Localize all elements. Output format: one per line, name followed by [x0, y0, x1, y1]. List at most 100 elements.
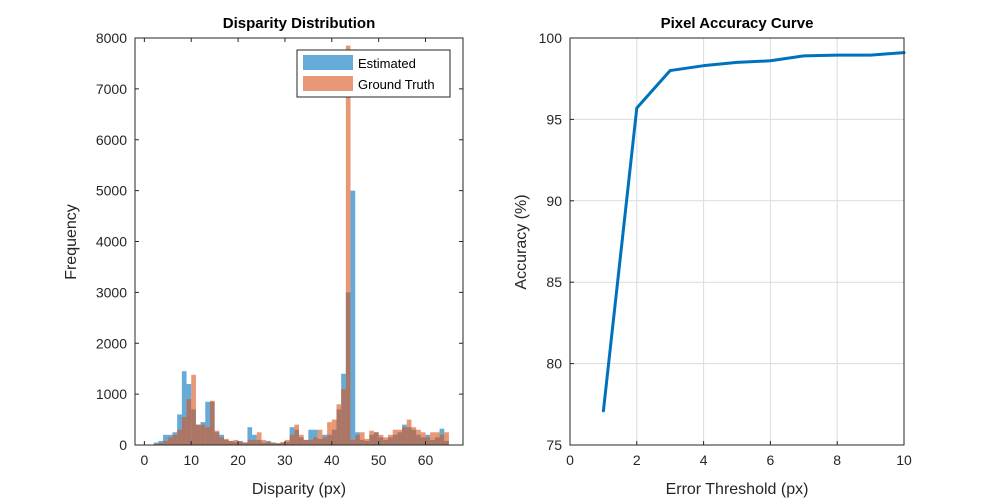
- hist-bar-estimated: [308, 429, 314, 445]
- hist-bar-ground-truth: [167, 437, 173, 445]
- acc-x-tick-label: 10: [896, 452, 912, 468]
- hist-bar-ground-truth: [214, 430, 220, 445]
- hist-bar-ground-truth: [153, 443, 159, 445]
- acc-y-tick-label: 75: [546, 437, 562, 453]
- acc-plot-area: [570, 38, 904, 445]
- hist-x-tick-label: 10: [183, 452, 199, 468]
- acc-x-tick-label: 8: [833, 452, 841, 468]
- hist-bar-ground-truth: [177, 429, 182, 445]
- acc-y-tick-label: 90: [546, 193, 562, 209]
- hist-bar-ground-truth: [261, 439, 267, 445]
- hist-bar-ground-truth: [355, 434, 360, 445]
- hist-bar-ground-truth: [172, 434, 178, 445]
- acc-y-tick-label: 85: [546, 274, 562, 290]
- hist-bar-estimated: [163, 434, 168, 445]
- hist-legend: Estimated Ground Truth: [296, 49, 451, 98]
- hist-x-tick-label: 60: [418, 452, 434, 468]
- hist-y-tick-label: 3000: [96, 284, 127, 300]
- hist-bar-ground-truth: [200, 424, 206, 445]
- hist-axes-box: [134, 37, 464, 446]
- hist-bar-ground-truth: [308, 439, 314, 445]
- hist-bar-ground-truth: [411, 427, 417, 445]
- hist-bar-ground-truth: [383, 437, 389, 445]
- hist-bar-ground-truth: [369, 430, 374, 445]
- acc-x-tick-label: 2: [633, 452, 641, 468]
- hist-bar-ground-truth: [331, 419, 337, 445]
- hist-x-tick-label: 20: [230, 452, 246, 468]
- hist-bar-ground-truth: [373, 432, 379, 445]
- pixel-accuracy-chart: 0 2 4 6 8 10 75 80 85 90 95 100 Pixel Accuracy Curv…: [513, 15, 912, 498]
- hist-y-axis-label: Frequency: [63, 204, 80, 280]
- acc-y-tick-label: 100: [539, 30, 563, 46]
- hist-bar-ground-truth: [284, 439, 290, 445]
- hist-bar-ground-truth: [158, 442, 164, 445]
- hist-y-tick-label: 2000: [96, 335, 127, 351]
- hist-y-tick-label: 0: [119, 437, 127, 453]
- hist-y-tick-label: 5000: [96, 183, 127, 199]
- hist-bar-ground-truth: [228, 440, 234, 445]
- hist-bar-ground-truth: [425, 437, 431, 445]
- hist-bar-ground-truth: [416, 429, 421, 445]
- hist-bar-ground-truth: [195, 424, 201, 445]
- hist-x-tick-label: 0: [140, 452, 148, 468]
- hist-bar-ground-truth: [402, 427, 407, 445]
- hist-y-tick-label: 6000: [96, 132, 127, 148]
- hist-bar-ground-truth: [378, 434, 384, 445]
- hist-bar-ground-truth: [388, 434, 393, 445]
- disparity-histogram-chart: 0 10 20 30 40 50 60 0 1000 2000 3000 4000 5000 6000 70…: [63, 15, 464, 498]
- hist-bar-ground-truth: [270, 442, 276, 445]
- hist-bar-estimated: [181, 371, 187, 445]
- hist-y-tick-label: 7000: [96, 81, 127, 97]
- hist-bar-ground-truth: [303, 439, 309, 445]
- hist-bar-ground-truth: [434, 432, 440, 445]
- hist-bar-estimated: [153, 442, 159, 445]
- hist-bar-ground-truth: [275, 442, 281, 445]
- acc-y-tick-label: 80: [546, 356, 562, 372]
- hist-bar-ground-truth: [392, 429, 398, 445]
- legend-label-ground-truth: Ground Truth: [358, 77, 435, 92]
- hist-bar-ground-truth: [345, 45, 351, 445]
- hist-bar-ground-truth: [219, 437, 225, 445]
- hist-bar-ground-truth: [322, 437, 328, 445]
- hist-y-tick-label: 4000: [96, 234, 127, 250]
- hist-x-tick-label: 50: [371, 452, 387, 468]
- hist-ticks: 0 10 20 30 40 50 60 0 1000 2000 3000 4000 5000 6000 70…: [96, 30, 463, 468]
- hist-bar-ground-truth: [313, 437, 318, 445]
- acc-x-tick-label: 4: [700, 452, 708, 468]
- legend-label-estimated: Estimated: [358, 56, 416, 71]
- hist-bar-ground-truth: [294, 424, 299, 445]
- hist-bars-ground-truth: [153, 45, 449, 445]
- acc-y-axis-label: Accuracy (%): [513, 194, 530, 289]
- hist-bar-ground-truth: [359, 432, 365, 445]
- hist-plot-area: [135, 38, 463, 445]
- hist-bar-ground-truth: [252, 439, 257, 445]
- hist-bar-ground-truth: [406, 419, 412, 445]
- hist-bar-ground-truth: [233, 439, 239, 445]
- acc-title: Pixel Accuracy Curve: [661, 15, 814, 32]
- hist-bar-ground-truth: [209, 400, 215, 445]
- hist-bar-ground-truth: [299, 434, 304, 445]
- hist-bar-ground-truth: [430, 432, 435, 445]
- acc-series-line: [601, 51, 906, 413]
- hist-bar-ground-truth: [444, 432, 449, 445]
- hist-x-tick-label: 30: [277, 452, 293, 468]
- acc-x-axis-label: Error Threshold (px): [666, 481, 809, 498]
- hist-bar-ground-truth: [181, 417, 187, 445]
- hist-bar-ground-truth: [224, 438, 229, 445]
- hist-bar-ground-truth: [397, 429, 403, 445]
- acc-y-tick-label: 95: [546, 111, 562, 127]
- hist-x-axis-label: Disparity (px): [252, 481, 346, 498]
- hist-bar-estimated: [350, 190, 356, 445]
- hist-title: Disparity Distribution: [223, 15, 376, 32]
- hist-bar-ground-truth: [341, 389, 346, 445]
- hist-bar-ground-truth: [350, 439, 356, 445]
- hist-bar-ground-truth: [420, 432, 426, 445]
- hist-bar-ground-truth: [205, 427, 210, 445]
- hist-y-tick-label: 1000: [96, 386, 127, 402]
- hist-x-tick-label: 40: [324, 452, 340, 468]
- hist-bar-ground-truth: [191, 374, 196, 445]
- hist-bar-ground-truth: [238, 441, 243, 445]
- acc-x-tick-label: 0: [566, 452, 574, 468]
- legend-swatch-estimated: [303, 55, 353, 70]
